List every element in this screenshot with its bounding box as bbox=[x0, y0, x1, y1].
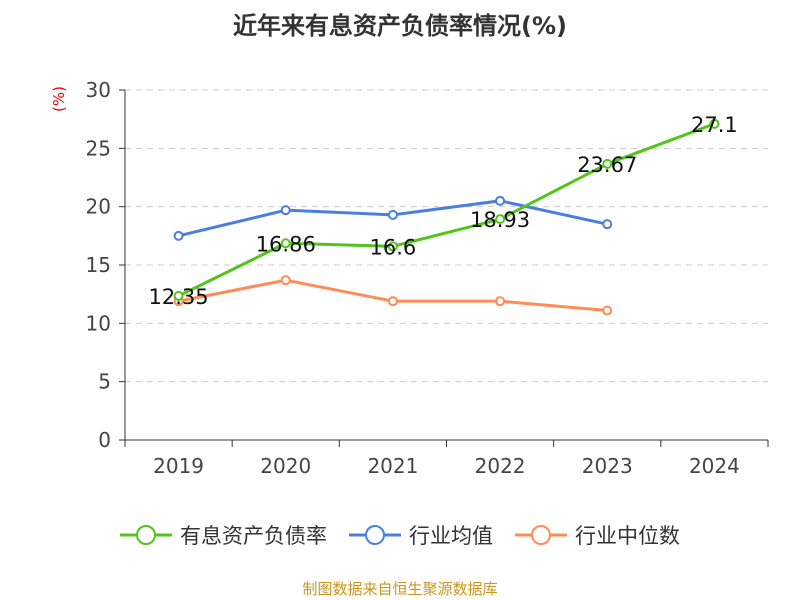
legend-marker-icon bbox=[120, 525, 172, 545]
data-point bbox=[387, 241, 398, 252]
series-line bbox=[177, 122, 715, 298]
y-tick-label: 10 bbox=[86, 311, 111, 335]
data-point bbox=[495, 195, 506, 206]
data-point bbox=[387, 296, 398, 307]
data-label: 16.6 bbox=[370, 235, 417, 259]
data-point bbox=[495, 296, 506, 307]
x-tick-label: 2019 bbox=[153, 454, 204, 478]
source-note: 制图数据来自恒生聚源数据库 bbox=[302, 580, 498, 598]
y-tick-label: 30 bbox=[86, 78, 111, 102]
y-tick-label: 15 bbox=[86, 253, 111, 277]
data-label: 23.67 bbox=[577, 153, 637, 177]
legend-label: 行业均值 bbox=[409, 524, 493, 548]
data-point bbox=[602, 158, 613, 169]
y-tick-label: 5 bbox=[98, 370, 111, 394]
data-point bbox=[495, 214, 506, 225]
legend-item[interactable]: 行业均值 bbox=[349, 520, 493, 550]
legend-label: 行业中位数 bbox=[575, 524, 680, 548]
data-point bbox=[280, 275, 291, 286]
legend-item[interactable]: 有息资产负债率 bbox=[120, 520, 327, 550]
x-tick-label: 2024 bbox=[689, 454, 740, 478]
data-label: 27.1 bbox=[691, 113, 738, 137]
legend-label: 有息资产负债率 bbox=[180, 524, 327, 548]
x-tick-label: 2022 bbox=[475, 454, 526, 478]
data-label: 12.35 bbox=[149, 285, 209, 309]
legend-marker-icon bbox=[515, 525, 567, 545]
y-tick-label: 25 bbox=[86, 136, 111, 160]
legend: 有息资产负债率 行业均值 行业中位数 bbox=[0, 520, 800, 550]
x-tick-label: 2021 bbox=[367, 454, 418, 478]
data-point bbox=[387, 209, 398, 220]
legend-marker-icon bbox=[349, 525, 401, 545]
legend-item[interactable]: 行业中位数 bbox=[515, 520, 680, 550]
data-point bbox=[280, 205, 291, 216]
data-label: 18.93 bbox=[470, 208, 530, 232]
x-tick-label: 2020 bbox=[260, 454, 311, 478]
y-tick-label: 0 bbox=[98, 428, 111, 452]
data-point bbox=[709, 118, 720, 129]
plot-area: 0 5 10 15 20 25 30 2019 2020 2021 2022 2023 2024 12.3… bbox=[86, 78, 769, 478]
data-point bbox=[173, 230, 184, 241]
data-point bbox=[173, 290, 184, 301]
chart-title: 近年来有息资产负债率情况(%) bbox=[233, 12, 567, 40]
data-label: 16.86 bbox=[256, 232, 316, 256]
y-tick-label: 20 bbox=[86, 195, 111, 219]
data-point bbox=[602, 219, 613, 230]
data-point bbox=[602, 305, 613, 316]
x-tick-label: 2023 bbox=[582, 454, 633, 478]
data-point bbox=[280, 238, 291, 249]
